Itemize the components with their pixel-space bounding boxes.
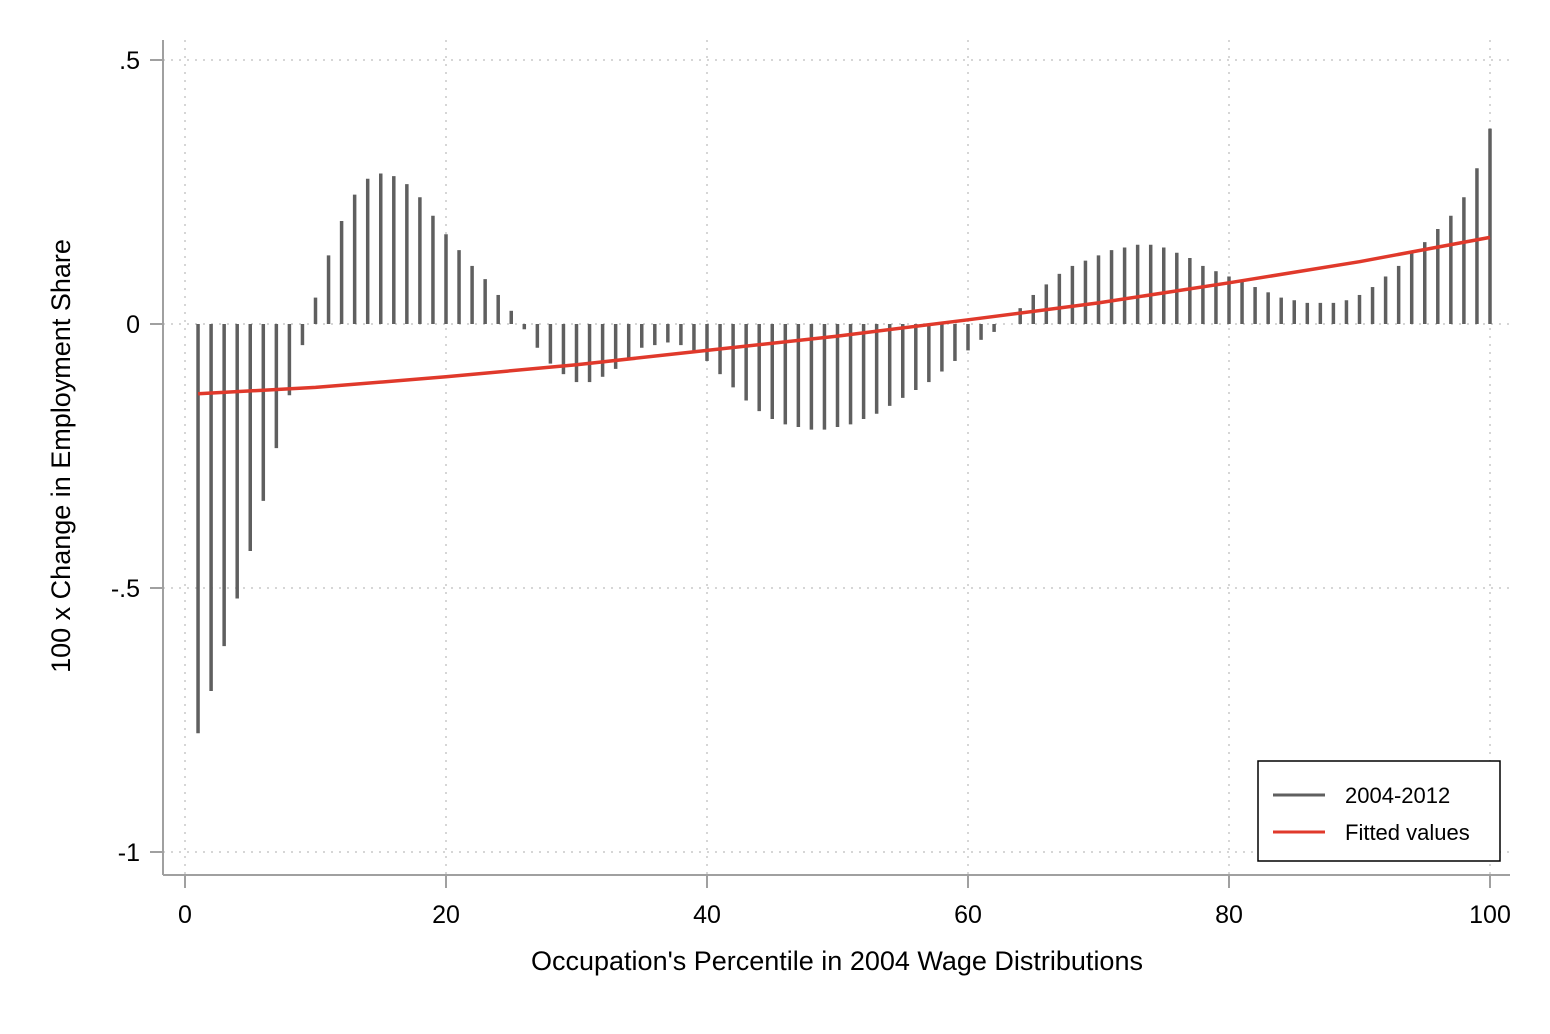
legend: 2004-2012 Fitted values bbox=[1257, 760, 1501, 862]
grid-lines bbox=[163, 40, 1510, 875]
legend-label-2004-2012: 2004-2012 bbox=[1345, 783, 1450, 808]
bar-series-2004-2012 bbox=[196, 128, 1492, 734]
legend-box bbox=[1257, 760, 1501, 862]
x-tick-label: 40 bbox=[693, 901, 721, 929]
y-tick-label: .5 bbox=[119, 47, 140, 75]
x-axis-title: Occupation's Percentile in 2004 Wage Dis… bbox=[531, 946, 1143, 976]
x-tick-label: 60 bbox=[954, 901, 982, 929]
y-tick-label: -1 bbox=[118, 839, 140, 867]
axes: .5 0 -.5 -1 0 20 40 60 80 100 bbox=[111, 40, 1511, 929]
x-tick-label: 100 bbox=[1469, 901, 1511, 929]
fitted-values-series bbox=[198, 235, 1491, 396]
y-tick-label: 0 bbox=[126, 311, 140, 339]
legend-label-fitted-values: Fitted values bbox=[1345, 820, 1470, 845]
fitted-values-line bbox=[198, 235, 1491, 396]
x-tick-label: 80 bbox=[1215, 901, 1243, 929]
x-tick-label: 20 bbox=[432, 901, 460, 929]
x-tick-label: 0 bbox=[178, 901, 192, 929]
y-axis-title: 100 x Change in Employment Share bbox=[46, 239, 76, 673]
y-tick-label: -.5 bbox=[111, 575, 140, 603]
